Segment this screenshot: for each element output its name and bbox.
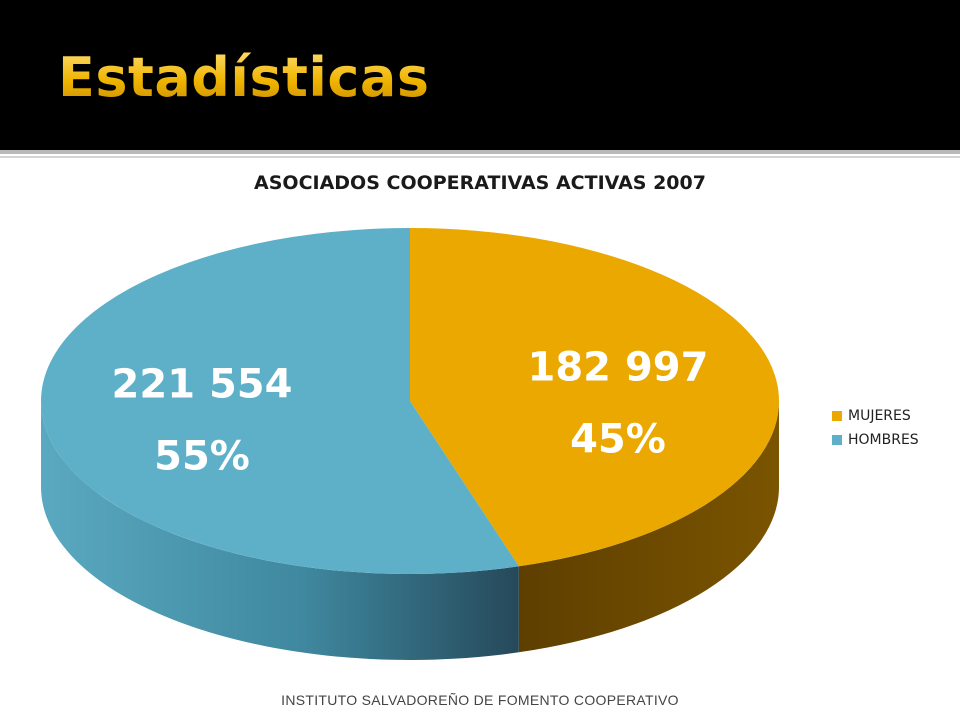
legend-label-mujeres: MUJERES (848, 408, 911, 424)
pie-side-hombres (41, 401, 519, 660)
chart-legend: MUJERES HOMBRES (832, 405, 919, 453)
title-divider (0, 150, 960, 154)
legend-item-mujeres: MUJERES (832, 405, 919, 427)
legend-swatch-mujeres (832, 411, 842, 421)
slide-title: Estadísticas (58, 46, 430, 109)
chart-title: ASOCIADOS COOPERATIVAS ACTIVAS 2007 (254, 172, 706, 194)
title-divider-secondary (0, 156, 960, 158)
legend-label-hombres: HOMBRES (848, 432, 919, 448)
data-label-percent-mujeres: 45% (570, 417, 666, 463)
legend-item-hombres: HOMBRES (832, 429, 919, 451)
header-band (0, 0, 960, 150)
data-label-value-hombres: 221 554 (112, 361, 293, 407)
pie-slice-hombres (40, 228, 519, 574)
data-label-value-mujeres: 182 997 (528, 345, 709, 391)
legend-swatch-hombres (832, 435, 842, 445)
pie-side-mujeres (518, 401, 779, 653)
data-label-percent-hombres: 55% (154, 433, 250, 479)
footer-text: INSTITUTO SALVADOREÑO DE FOMENTO COOPERA… (281, 692, 679, 708)
pie-slice-mujeres (410, 228, 779, 567)
